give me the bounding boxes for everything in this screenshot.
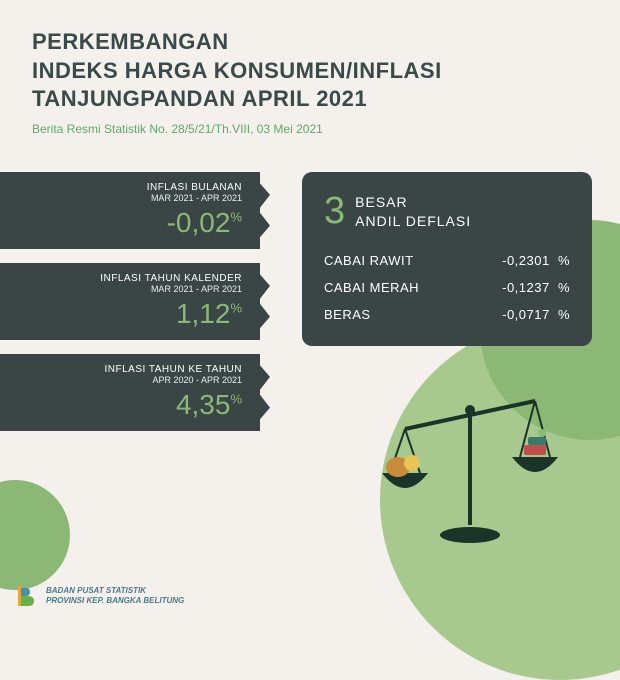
banner-period: MAR 2021 - APR 2021 <box>50 284 242 294</box>
banner-label: INFLASI BULANAN <box>50 182 242 193</box>
banner-value: 1,12% <box>50 298 242 330</box>
banner-period: APR 2020 - APR 2021 <box>50 375 242 385</box>
bps-logo-icon <box>14 584 38 608</box>
scale-illustration <box>370 395 570 560</box>
banner-value: -0,02% <box>50 207 242 239</box>
banner-period: MAR 2021 - APR 2021 <box>50 193 242 203</box>
banner-value: 4,35% <box>50 389 242 421</box>
footer-text: BADAN PUSAT STATISTIK PROVINSI KEP. BANG… <box>46 586 184 605</box>
footer: BADAN PUSAT STATISTIK PROVINSI KEP. BANG… <box>14 584 184 608</box>
banner-monthly-inflation: INFLASI BULANAN MAR 2021 - APR 2021 -0,0… <box>0 172 260 249</box>
banner-yoy-inflation: INFLASI TAHUN KE TAHUN APR 2020 - APR 20… <box>0 354 260 431</box>
banner-label: INFLASI TAHUN KE TAHUN <box>50 364 242 375</box>
banner-label: INFLASI TAHUN KALENDER <box>50 273 242 284</box>
banner-calendar-inflation: INFLASI TAHUN KALENDER MAR 2021 - APR 20… <box>0 263 260 340</box>
